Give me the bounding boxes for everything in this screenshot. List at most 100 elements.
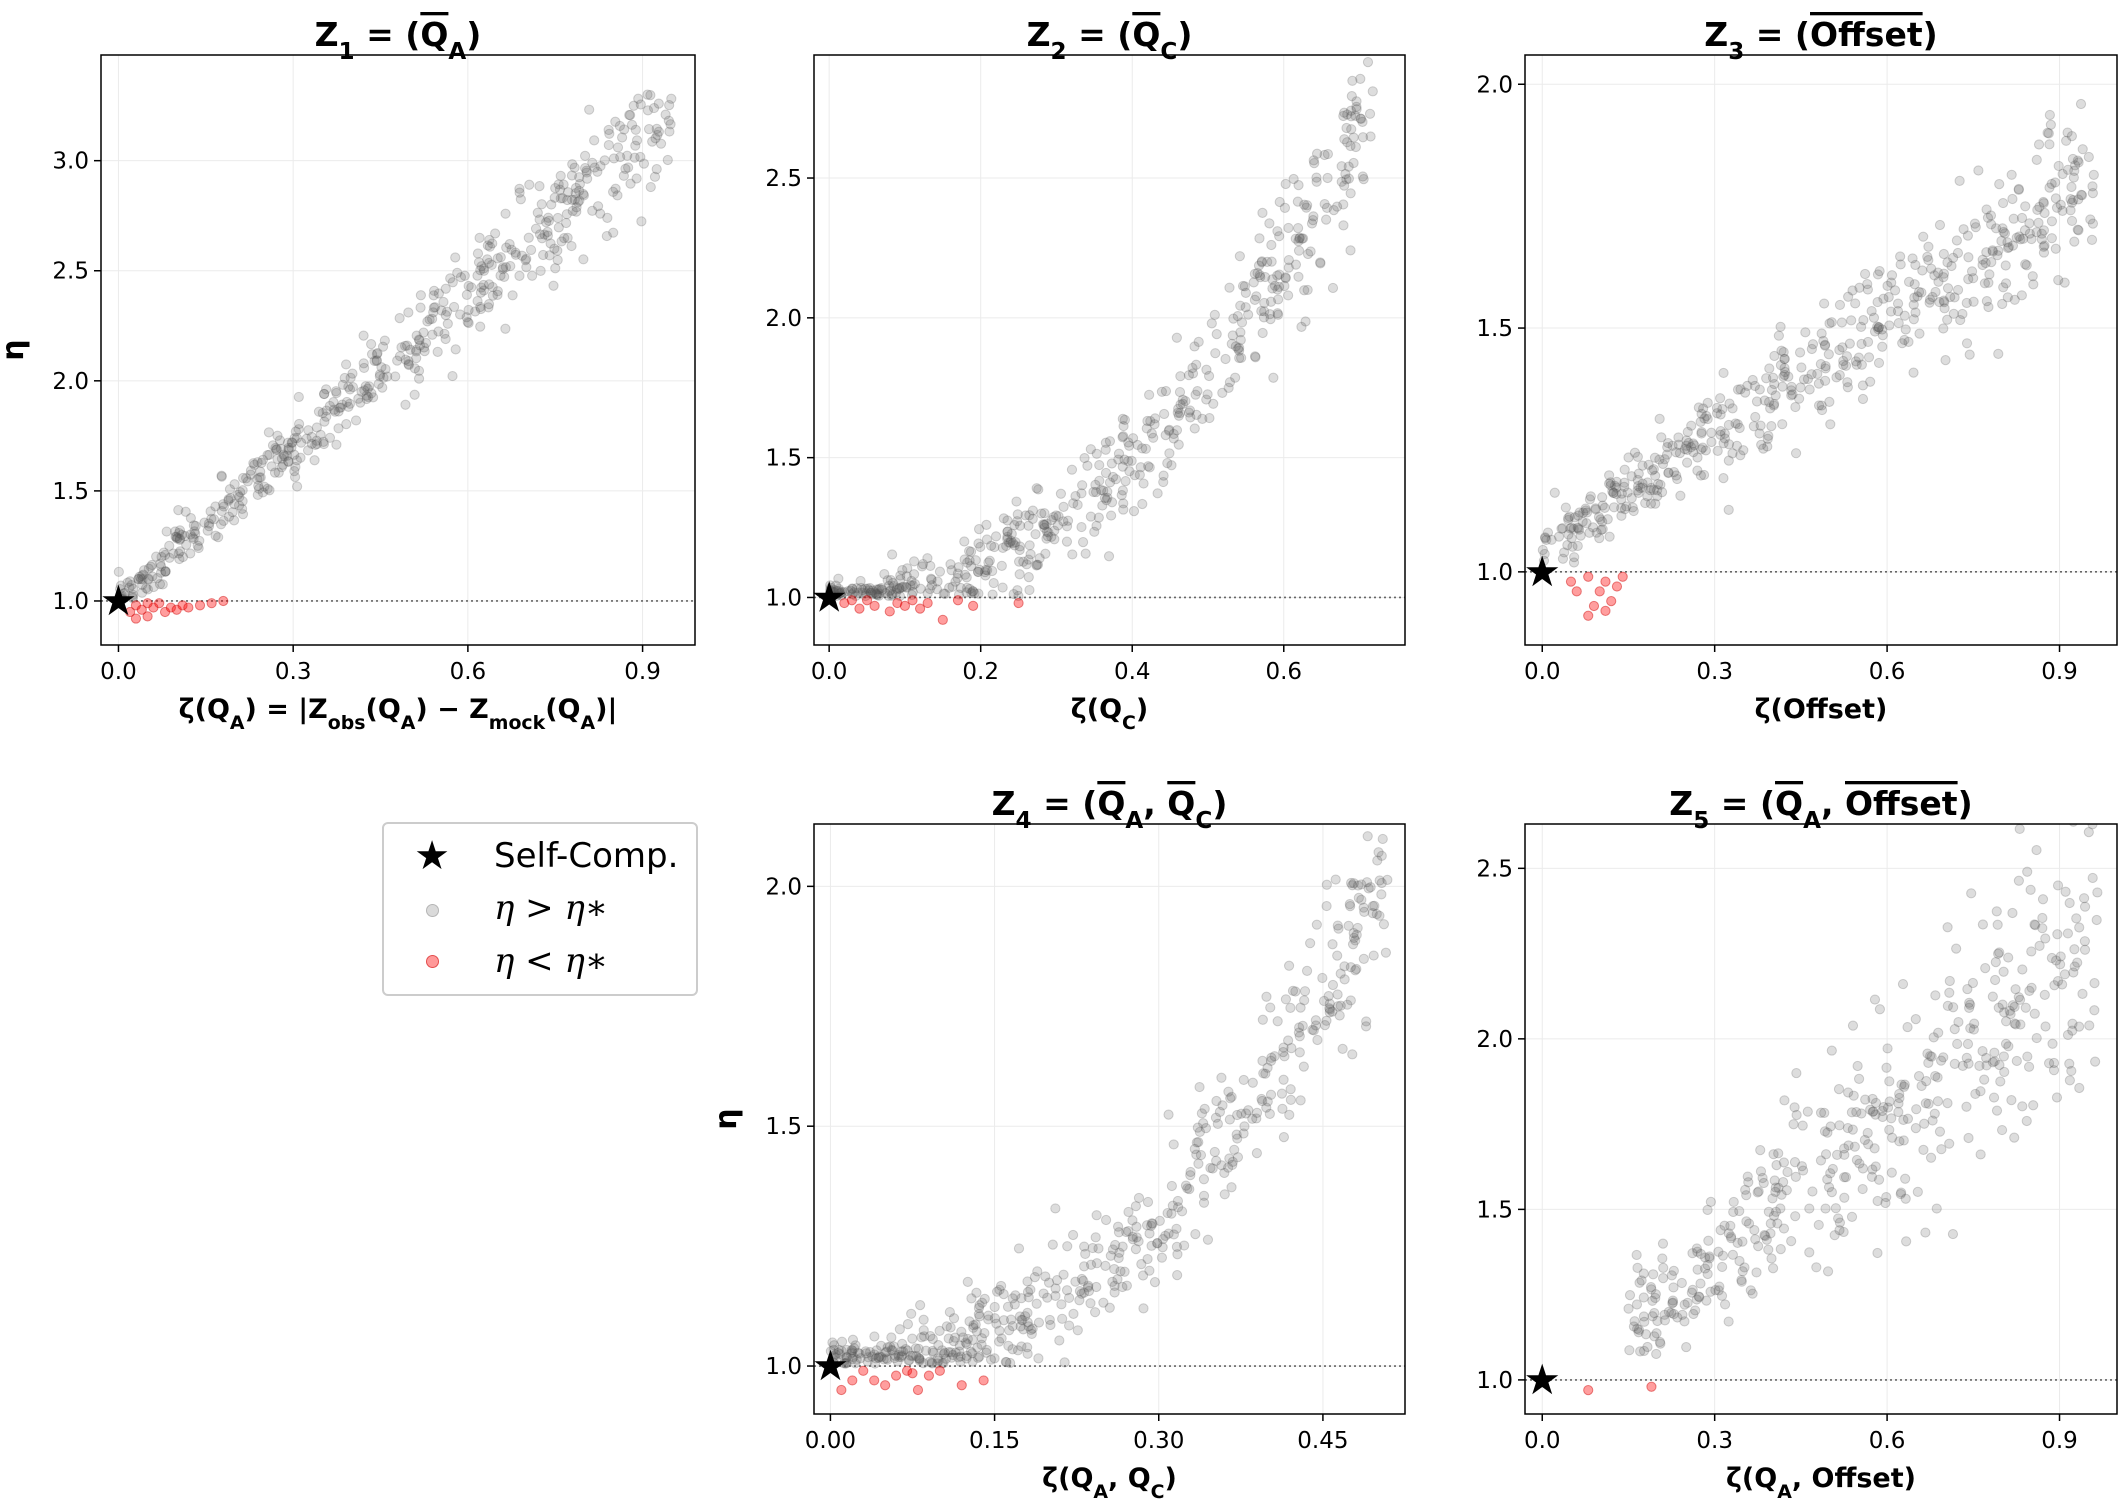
- red-point: [880, 1380, 891, 1391]
- grey-point: [980, 570, 991, 581]
- grey-point: [1274, 269, 1285, 280]
- red-point: [978, 1375, 989, 1386]
- grey-point: [578, 190, 589, 201]
- grey-point: [650, 133, 661, 144]
- grey-point: [2078, 893, 2090, 904]
- grey-point: [1779, 353, 1790, 365]
- grey-point: [829, 1340, 840, 1351]
- grey-point: [1553, 531, 1565, 542]
- grey-point: [2014, 231, 2025, 242]
- grey-point: [1590, 504, 1601, 515]
- grey-point: [964, 1316, 975, 1327]
- grey-point: [164, 540, 175, 551]
- grey-point: [2006, 169, 2017, 180]
- grey-point: [1345, 105, 1357, 116]
- grey-point: [495, 252, 506, 263]
- grey-point: [341, 396, 353, 408]
- axes-frame: [813, 54, 1406, 646]
- grey-point: [1833, 1083, 1845, 1095]
- grey-point: [938, 1357, 949, 1369]
- grey-point: [1846, 1107, 1858, 1118]
- grey-point: [664, 99, 675, 111]
- grey-point: [1183, 407, 1195, 418]
- grey-point: [127, 583, 139, 594]
- grey-point: [1942, 283, 1954, 294]
- grey-point: [2052, 880, 2064, 891]
- grey-point: [1258, 312, 1270, 323]
- grey-point: [840, 1358, 851, 1369]
- grey-point: [918, 1357, 929, 1369]
- grey-point: [902, 563, 913, 574]
- grey-point: [1946, 260, 1957, 272]
- grey-point: [1715, 429, 1726, 440]
- grey-point: [1882, 1102, 1894, 1113]
- grey-point: [1686, 420, 1697, 431]
- grey-point: [2055, 951, 2066, 962]
- grey-point: [1983, 301, 1994, 313]
- grey-point: [1790, 448, 1802, 459]
- grey-point: [1938, 295, 1949, 306]
- grey-point: [924, 1356, 935, 1367]
- grey-point: [625, 110, 636, 121]
- grey-point: [1938, 248, 1949, 260]
- grey-point: [1608, 502, 1620, 513]
- grey-point: [415, 290, 426, 301]
- grey-point: [1975, 1086, 1986, 1097]
- grey-point: [1732, 384, 1744, 395]
- grey-point: [2087, 218, 2099, 229]
- axes-frame: [813, 823, 1406, 1415]
- grey-point: [1712, 445, 1723, 456]
- grey-point: [1572, 522, 1583, 533]
- grey-point: [1833, 1213, 1844, 1224]
- grey-point: [973, 538, 984, 549]
- grey-point: [1095, 484, 1107, 496]
- grey-point: [1663, 467, 1674, 479]
- grey-point: [1596, 524, 1607, 535]
- grey-point: [1607, 486, 1618, 497]
- grey-point: [1257, 1095, 1268, 1107]
- legend: ★ Self-Comp. η > η∗ η < η∗: [382, 822, 698, 996]
- grey-point: [1193, 1136, 1204, 1148]
- grey-point: [1264, 218, 1275, 229]
- grey-point: [1130, 1244, 1142, 1255]
- grey-point: [1319, 198, 1330, 210]
- grey-point: [1949, 292, 1960, 303]
- grey-point: [2039, 207, 2050, 219]
- grey-point: [926, 574, 937, 585]
- y-tick-label: 2.5: [765, 166, 802, 192]
- grey-point: [1995, 1076, 2006, 1087]
- grey-point: [1189, 341, 1200, 352]
- grey-point: [1748, 421, 1759, 432]
- grey-point: [981, 1344, 992, 1356]
- grey-point: [1963, 252, 1974, 263]
- grey-point: [1085, 444, 1096, 455]
- grey-point: [1961, 1052, 1972, 1063]
- grey-point: [945, 1322, 956, 1333]
- grey-point: [1235, 300, 1246, 311]
- grey-point: [1265, 314, 1276, 325]
- grey-point: [589, 162, 600, 173]
- red-point: [130, 600, 142, 611]
- grey-point: [1643, 459, 1654, 470]
- grey-point: [2028, 279, 2039, 290]
- grey-point: [174, 525, 186, 536]
- grey-point: [234, 491, 245, 503]
- grey-point: [1160, 385, 1172, 397]
- grey-point: [1345, 901, 1356, 912]
- grey-point: [1302, 200, 1313, 211]
- grey-point: [1681, 435, 1692, 446]
- grey-point: [1637, 482, 1648, 493]
- red-point: [901, 1365, 913, 1376]
- grey-point: [1994, 179, 2005, 190]
- grey-point: [850, 1340, 861, 1351]
- grey-point: [1957, 308, 1968, 320]
- grey-point: [1652, 485, 1663, 496]
- grey-point: [1556, 523, 1567, 534]
- grey-point: [1239, 281, 1250, 292]
- grey-point: [1884, 1096, 1895, 1107]
- grey-point: [245, 465, 257, 476]
- y-tick-label: 1.5: [1476, 316, 1513, 342]
- grey-point: [1872, 321, 1883, 332]
- grey-point: [1191, 409, 1202, 420]
- grey-point: [1816, 404, 1828, 416]
